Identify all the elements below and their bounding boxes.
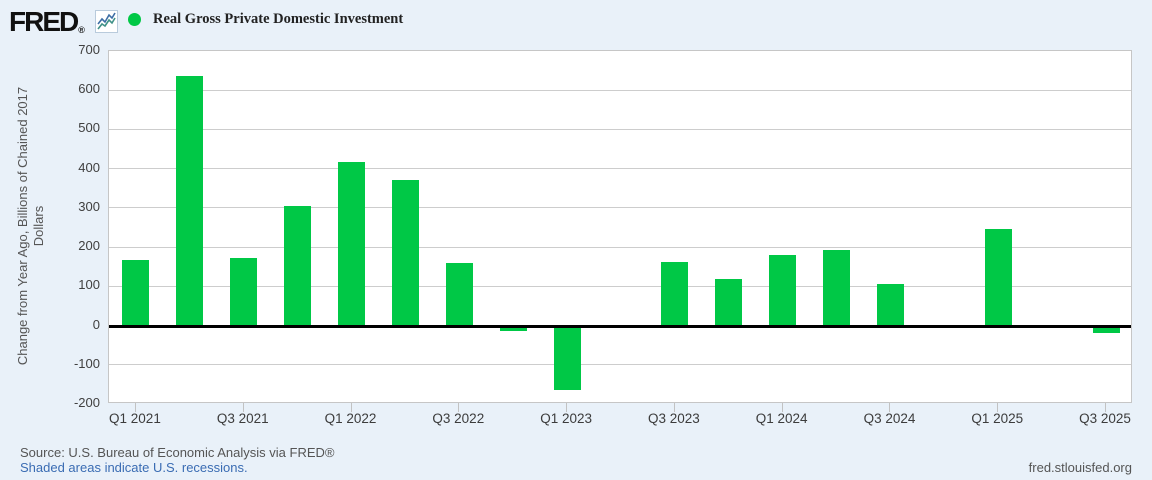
bar-q4-2023[interactable] — [715, 279, 743, 326]
site-url[interactable]: fred.stlouisfed.org — [1028, 460, 1132, 475]
fred-sparkline-icon — [95, 10, 118, 33]
gridline-600 — [109, 89, 1131, 91]
bar-q1-2022[interactable] — [338, 161, 366, 326]
y-tick-label-300: 300 — [78, 198, 100, 214]
x-tick-mark — [242, 403, 244, 412]
gridline-500 — [109, 128, 1131, 130]
bar-q3-2023[interactable] — [661, 262, 689, 326]
x-tick-label-q1-2024: Q1 2024 — [755, 411, 808, 426]
x-tick-label-q1-2025: Q1 2025 — [971, 411, 1024, 426]
y-tick-label-200: 200 — [78, 238, 100, 254]
bar-q3-2024[interactable] — [876, 283, 904, 326]
x-tick-mark — [889, 403, 891, 412]
x-tick-mark — [997, 403, 999, 412]
source-text: Source: U.S. Bureau of Economic Analysis… — [20, 445, 335, 460]
registered-mark: ® — [78, 25, 85, 35]
x-tick-mark — [673, 403, 675, 412]
x-tick-label-q1-2022: Q1 2022 — [324, 411, 377, 426]
y-tick-label-600: 600 — [78, 81, 100, 97]
gridline--100 — [109, 364, 1131, 366]
y-axis-title-line1: Change from Year Ago, Billions of Chaine… — [15, 86, 30, 366]
y-tick-label-100: 100 — [78, 277, 100, 293]
bar-q3-2021[interactable] — [230, 257, 258, 326]
bar-q4-2022[interactable] — [499, 325, 527, 332]
x-tick-label-q3-2024: Q3 2024 — [863, 411, 916, 426]
x-tick-label-q3-2025: Q3 2025 — [1079, 411, 1131, 426]
bar-q1-2024[interactable] — [769, 254, 797, 326]
recessions-note-link[interactable]: Shaded areas indicate U.S. recessions. — [20, 460, 248, 475]
x-tick-mark — [458, 403, 460, 412]
y-tick-label-700: 700 — [78, 42, 100, 57]
bar-q3-2025[interactable] — [1092, 325, 1120, 334]
gridline-100 — [109, 285, 1131, 287]
x-tick-label-q1-2023: Q1 2023 — [540, 411, 592, 426]
legend-series-label[interactable]: Real Gross Private Domestic Investment — [153, 11, 404, 27]
x-tick-mark — [566, 403, 568, 412]
bar-q2-2021[interactable] — [176, 76, 204, 326]
bar-q4-2021[interactable] — [284, 205, 312, 326]
y-tick-label-400: 400 — [78, 159, 100, 175]
fred-logo[interactable]: FRED® — [9, 6, 85, 38]
bar-q1-2021[interactable] — [122, 260, 150, 326]
fred-logo-text: FRED — [9, 6, 79, 37]
bar-q2-2022[interactable] — [391, 179, 419, 326]
y-tick-label-500: 500 — [78, 120, 100, 136]
x-tick-mark — [781, 403, 783, 412]
x-tick-label-q3-2022: Q3 2022 — [432, 411, 485, 426]
x-tick-label-q1-2021: Q1 2021 — [109, 411, 161, 426]
y-tick-label--100: -100 — [73, 355, 100, 371]
y-tick-label--200: -200 — [73, 395, 100, 410]
gridline-300 — [109, 207, 1131, 209]
y-tick-label-0: 0 — [92, 316, 100, 332]
bar-q2-2024[interactable] — [823, 250, 851, 326]
gridline-400 — [109, 168, 1131, 170]
x-tick-mark — [1105, 403, 1107, 412]
bar-q1-2023[interactable] — [553, 325, 581, 391]
y-axis-title: Change from Year Ago, Billions of Chaine… — [15, 46, 49, 406]
x-tick-label-q3-2021: Q3 2021 — [216, 411, 269, 426]
x-tick-label-q3-2023: Q3 2023 — [647, 411, 700, 426]
legend-series-dot — [128, 13, 141, 26]
x-tick-mark — [350, 403, 352, 412]
zero-axis-line — [109, 324, 1131, 328]
gridline-200 — [109, 246, 1131, 248]
plot-area[interactable] — [108, 50, 1132, 403]
y-axis-title-line2: Dollars — [31, 205, 46, 247]
bar-q3-2022[interactable] — [445, 262, 473, 326]
bar-q1-2025[interactable] — [984, 229, 1012, 326]
x-tick-mark — [134, 403, 136, 412]
